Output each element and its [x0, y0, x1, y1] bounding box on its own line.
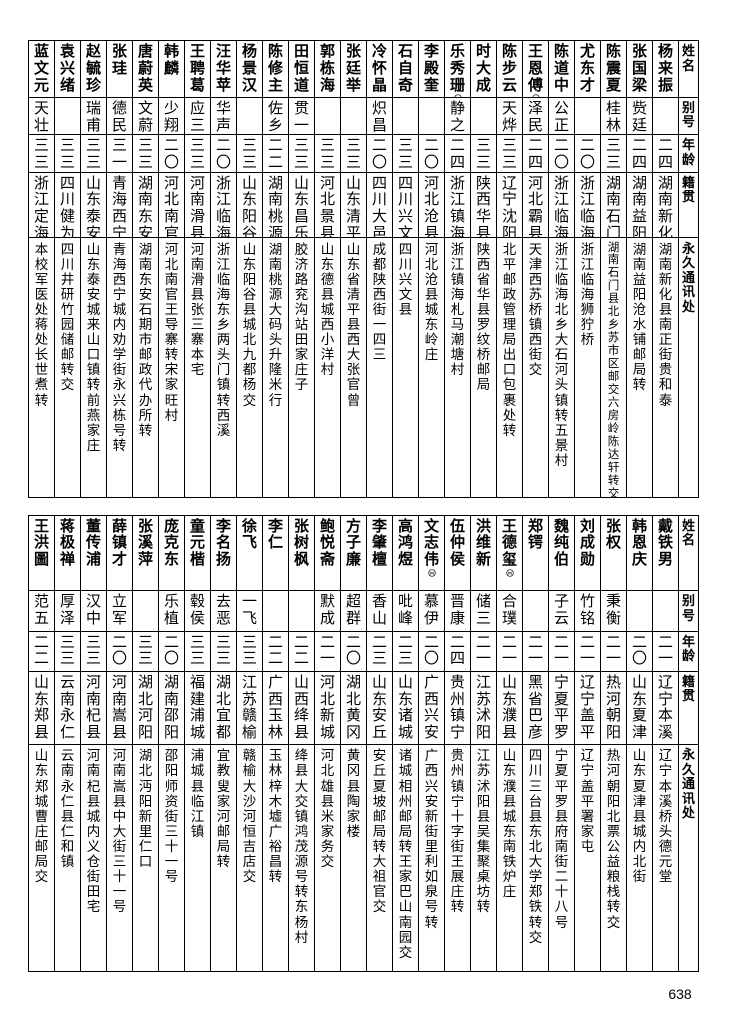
svg-text:m: m	[508, 570, 512, 575]
svg-text:m: m	[430, 570, 434, 575]
